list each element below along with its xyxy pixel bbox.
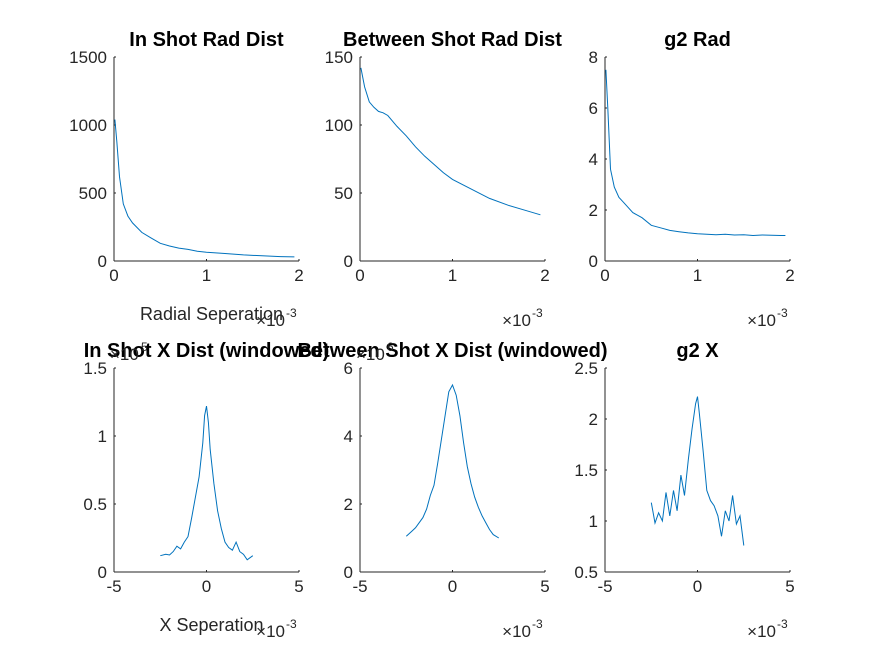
y-tick-label: 2 — [344, 495, 353, 514]
x-tick-label: 5 — [540, 577, 549, 596]
x-tick-label: -5 — [106, 577, 121, 596]
y-tick-label: 0.5 — [83, 495, 107, 514]
x-tick-label: 0 — [448, 577, 457, 596]
series-line — [114, 119, 295, 258]
y-tick-label: 150 — [325, 48, 353, 67]
x-tick-label: 2 — [540, 266, 549, 285]
x-multiplier: ×10 — [747, 311, 776, 330]
x-axis-label: Radial Seperation — [140, 304, 283, 324]
y-tick-label: 0 — [589, 252, 598, 271]
y-tick-label: 1500 — [69, 48, 107, 67]
x-tick-label: 2 — [294, 266, 303, 285]
x-tick-label: 0 — [693, 577, 702, 596]
y-tick-label: 50 — [334, 184, 353, 203]
y-multiplier: ×10 — [356, 345, 385, 364]
chart-title: In Shot Rad Dist — [129, 29, 284, 51]
x-multiplier: ×10 — [502, 311, 531, 330]
chart-title: Between Shot X Dist (windowed) — [297, 340, 607, 362]
y-tick-label: 1 — [98, 427, 107, 446]
x-multiplier: ×10 — [502, 622, 531, 641]
x-tick-label: 1 — [448, 266, 457, 285]
y-multiplier: ×10 — [110, 345, 139, 364]
subplot-6: -5 0 5 0.5 1 1.5 2 2.5 g2 X ×10 -3 — [574, 340, 794, 641]
y-tick-label: 1000 — [69, 116, 107, 135]
y-tick-label: 0 — [344, 252, 353, 271]
x-tick-label: 2 — [785, 266, 794, 285]
series-line — [405, 383, 500, 539]
chart-title: g2 Rad — [664, 29, 731, 51]
y-tick-label: 1 — [589, 512, 598, 531]
x-tick-label: -5 — [352, 577, 367, 596]
y-tick-label: 0.5 — [574, 563, 598, 582]
y-tick-label: 8 — [589, 48, 598, 67]
x-tick-label: 1 — [693, 266, 702, 285]
x-tick-label: 0 — [109, 266, 118, 285]
x-tick-label: -5 — [597, 577, 612, 596]
y-tick-label: 1.5 — [574, 461, 598, 480]
y-tick-label: 2 — [589, 201, 598, 220]
y-tick-label: 2 — [589, 410, 598, 429]
series-line — [605, 69, 786, 237]
chart-title: Between Shot Rad Dist — [343, 29, 562, 51]
x-tick-label: 1 — [202, 266, 211, 285]
y-exponent: 6 — [387, 340, 394, 354]
x-exponent: -3 — [286, 617, 297, 631]
x-multiplier: ×10 — [256, 622, 285, 641]
chart-title: In Shot X Dist (windowed) — [84, 340, 330, 362]
x-multiplier: ×10 — [747, 622, 776, 641]
x-exponent: -3 — [532, 306, 543, 320]
x-multiplier: ×10 — [256, 311, 285, 330]
x-exponent: -3 — [286, 306, 297, 320]
subplot-3: 0 1 2 0 2 4 6 8 g2 Rad ×10 -3 — [589, 29, 795, 330]
subplot-4: -5 0 500.511.5In Shot X Dist (windowed)×10… — [83, 340, 329, 641]
x-tick-label: 0 — [355, 266, 364, 285]
y-tick-label: 100 — [325, 116, 353, 135]
y-tick-label: 4 — [589, 150, 598, 169]
y-tick-label: 0 — [344, 563, 353, 582]
y-tick-label: 0 — [98, 563, 107, 582]
y-tick-label: 0 — [98, 252, 107, 271]
chart-title: g2 X — [676, 340, 719, 362]
x-tick-label: 0 — [600, 266, 609, 285]
series-line — [160, 406, 254, 561]
x-tick-label: 5 — [294, 577, 303, 596]
y-tick-label: 4 — [344, 427, 353, 446]
subplot-1: 0 1 2 0 500 1000 1500 In Shot Rad Dist ×10 -3Radi… — [69, 29, 304, 330]
x-exponent: -3 — [532, 617, 543, 631]
x-exponent: -3 — [777, 617, 788, 631]
x-exponent: -3 — [777, 306, 788, 320]
y-tick-label: 6 — [589, 99, 598, 118]
series-line — [360, 67, 541, 216]
y-tick-label: 6 — [344, 359, 353, 378]
series-line — [650, 396, 745, 546]
x-tick-label: 0 — [202, 577, 211, 596]
y-tick-label: 2.5 — [574, 359, 598, 378]
x-tick-label: 5 — [785, 577, 794, 596]
y-exponent: 5 — [141, 340, 148, 354]
y-tick-label: 1.5 — [83, 359, 107, 378]
y-tick-label: 500 — [79, 184, 107, 203]
x-axis-label: X Seperation — [159, 615, 263, 635]
